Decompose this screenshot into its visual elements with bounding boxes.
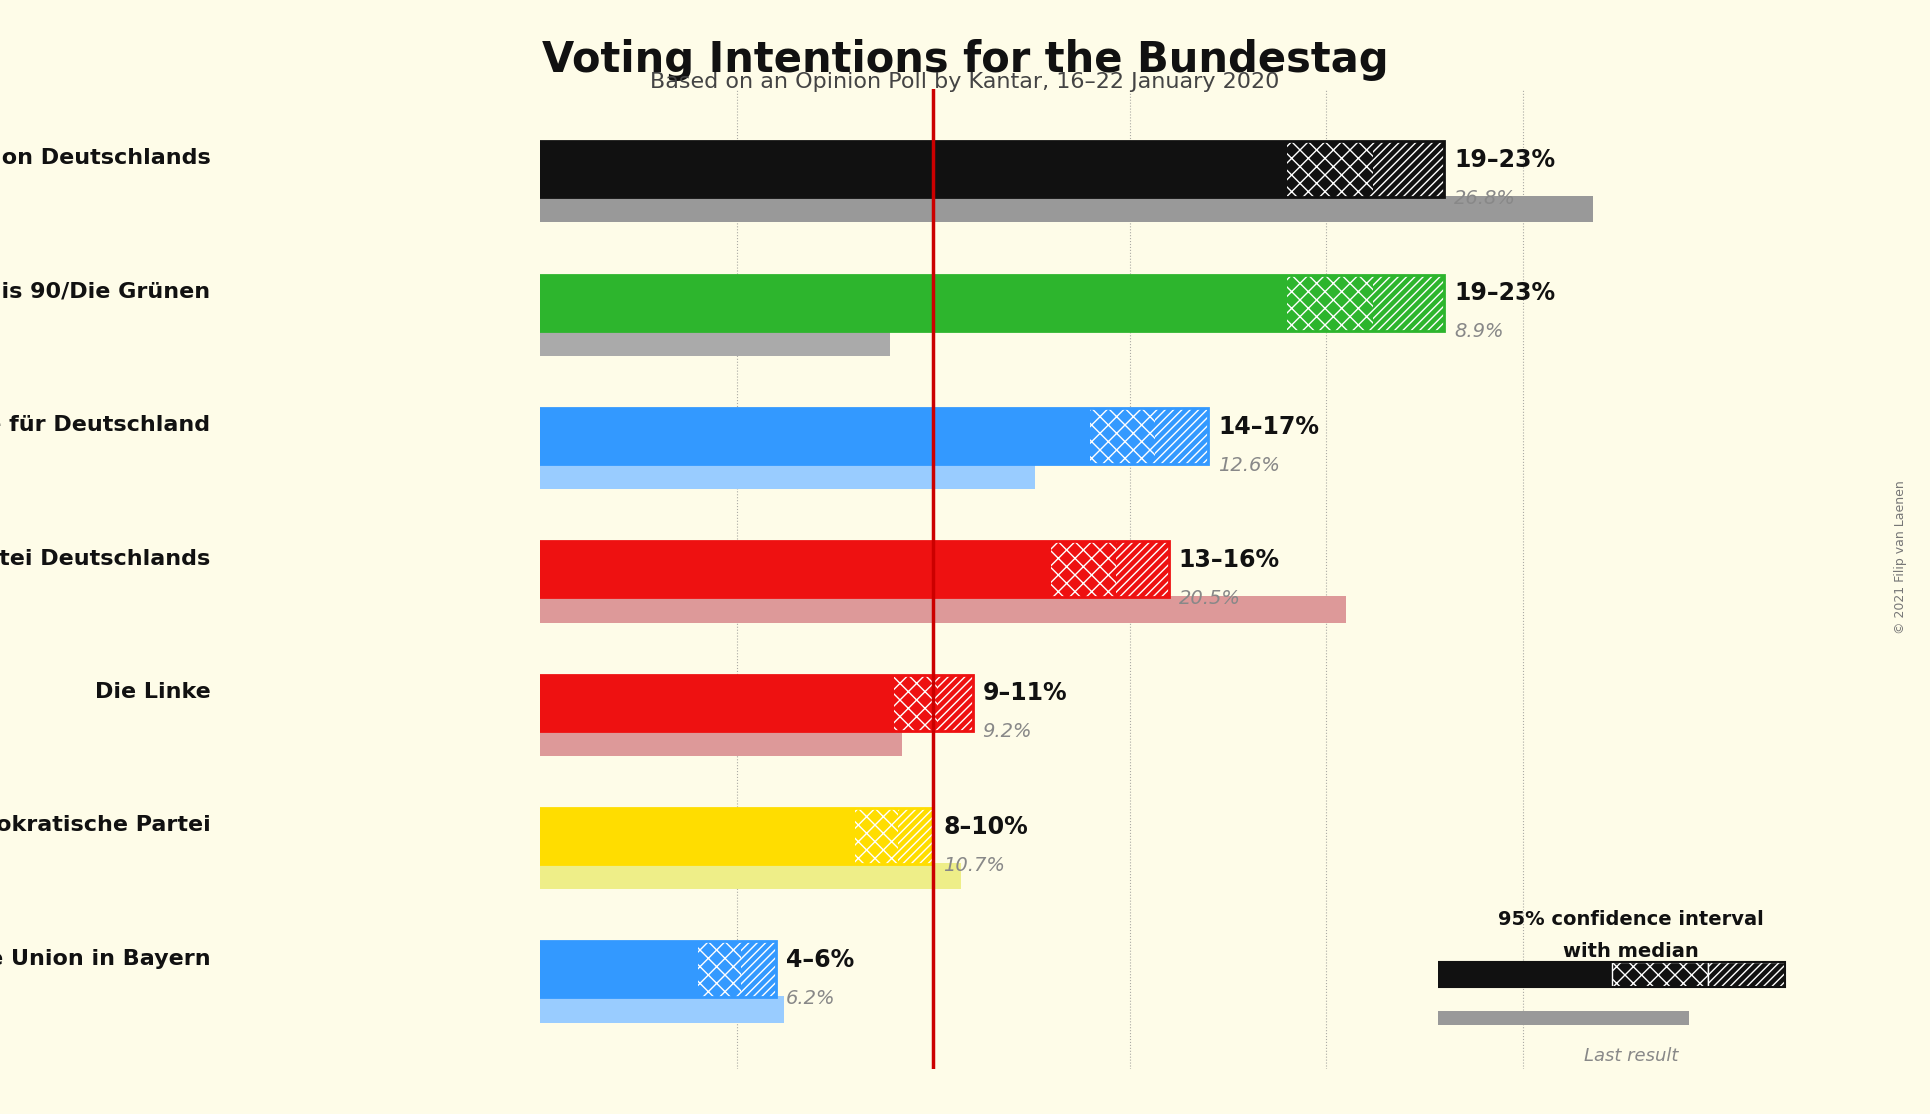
Text: 95% confidence interval: 95% confidence interval (1498, 909, 1764, 929)
Bar (540, 675, 894, 731)
Bar (938, 675, 973, 731)
Bar (1287, 141, 1374, 197)
Bar (1438, 962, 1785, 987)
Bar (1438, 1012, 1689, 1025)
Bar (540, 408, 1208, 463)
Bar (540, 141, 1444, 197)
Text: Bündnis 90/Die Grünen: Bündnis 90/Die Grünen (0, 282, 210, 302)
Text: 20.5%: 20.5% (1179, 589, 1241, 608)
Bar (1052, 541, 1116, 597)
Bar (1287, 274, 1374, 331)
Bar (1090, 408, 1156, 463)
Text: Sozialdemokratische Partei Deutschlands: Sozialdemokratische Partei Deutschlands (0, 548, 210, 568)
Text: Christlich Demokratische Union Deutschlands: Christlich Demokratische Union Deutschla… (0, 148, 210, 168)
Bar (540, 596, 1345, 623)
Text: 19–23%: 19–23% (1453, 281, 1556, 305)
Bar (741, 941, 776, 997)
Text: 19–23%: 19–23% (1453, 148, 1556, 172)
Text: 14–17%: 14–17% (1218, 414, 1318, 439)
Bar (540, 274, 1444, 331)
Text: with median: with median (1563, 942, 1698, 961)
Bar (540, 330, 890, 355)
Text: 12.6%: 12.6% (1218, 456, 1280, 475)
Bar (1374, 274, 1444, 331)
Bar (540, 141, 1287, 197)
Bar (1612, 962, 1708, 987)
Text: Voting Intentions for the Bundestag: Voting Intentions for the Bundestag (542, 39, 1388, 81)
Text: Christlich-Soziale Union in Bayern: Christlich-Soziale Union in Bayern (0, 949, 210, 969)
Bar (540, 196, 1594, 223)
Bar (540, 462, 1036, 489)
Bar (540, 996, 784, 1023)
Bar (855, 808, 897, 864)
Bar (1708, 962, 1785, 987)
Text: 8–10%: 8–10% (944, 814, 1029, 839)
Text: Die Linke: Die Linke (95, 682, 210, 702)
Bar (540, 941, 776, 997)
Bar (540, 808, 934, 864)
Text: 13–16%: 13–16% (1179, 548, 1280, 571)
Bar (1156, 408, 1208, 463)
Bar (540, 541, 1170, 597)
Bar (540, 274, 1287, 331)
Bar (1374, 141, 1444, 197)
Bar (697, 941, 741, 997)
Text: 8.9%: 8.9% (1453, 322, 1503, 341)
Bar (897, 808, 934, 864)
Bar (540, 941, 697, 997)
Text: 10.7%: 10.7% (944, 856, 1006, 874)
Bar (1116, 541, 1170, 597)
Text: Alternative für Deutschland: Alternative für Deutschland (0, 416, 210, 436)
Text: 9.2%: 9.2% (982, 723, 1033, 742)
Text: Based on an Opinion Poll by Kantar, 16–22 January 2020: Based on an Opinion Poll by Kantar, 16–2… (650, 72, 1280, 92)
Bar (540, 862, 961, 889)
Bar (540, 808, 855, 864)
Text: 9–11%: 9–11% (982, 682, 1067, 705)
Bar (540, 408, 1090, 463)
Bar (540, 541, 1052, 597)
Bar (894, 675, 938, 731)
Text: Freie Demokratische Partei: Freie Demokratische Partei (0, 815, 210, 836)
Text: 4–6%: 4–6% (786, 948, 855, 973)
Bar (540, 730, 901, 756)
Bar (1438, 962, 1612, 987)
Text: © 2021 Filip van Laenen: © 2021 Filip van Laenen (1893, 480, 1907, 634)
Bar (540, 675, 973, 731)
Text: 6.2%: 6.2% (786, 989, 836, 1008)
Text: Last result: Last result (1585, 1047, 1677, 1065)
Text: 26.8%: 26.8% (1453, 189, 1515, 208)
